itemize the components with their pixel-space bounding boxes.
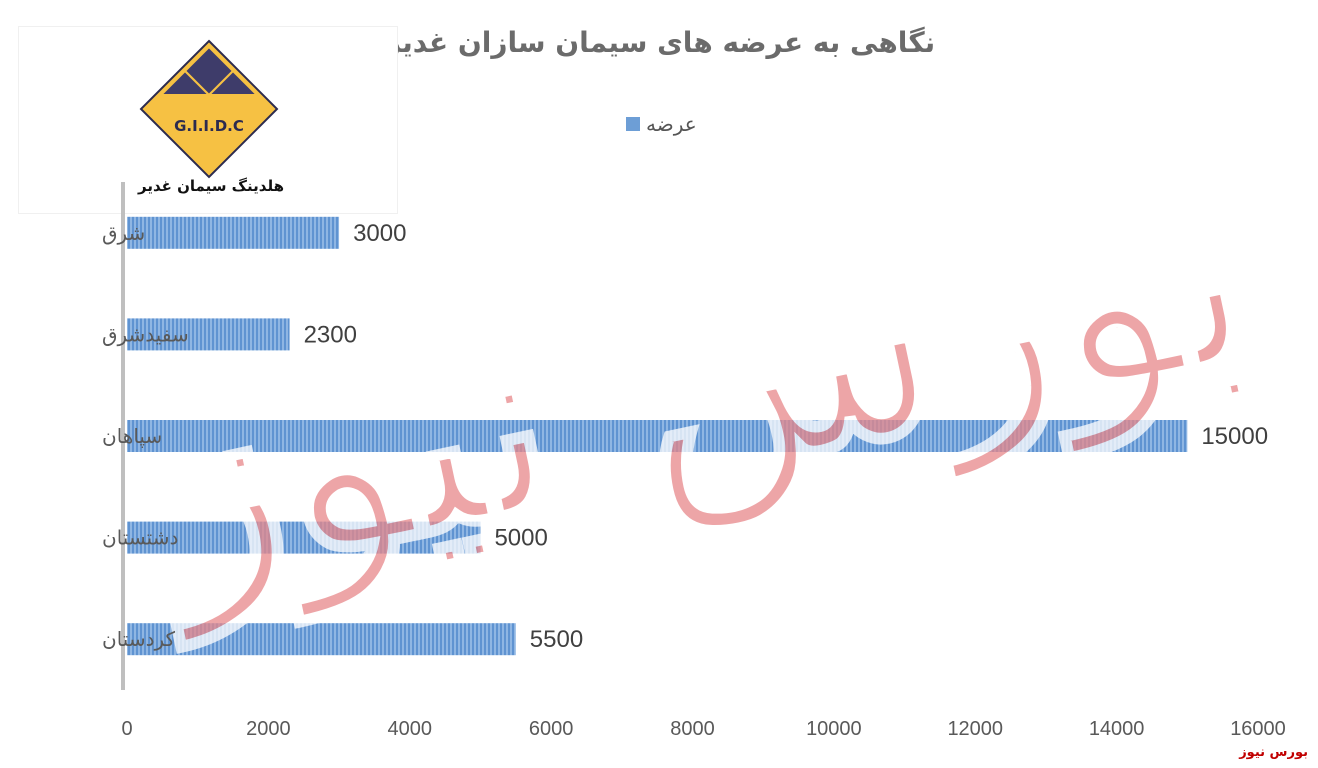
data-label: 5000: [494, 525, 547, 552]
x-tick-label: 6000: [529, 718, 574, 740]
data-label: 3000: [353, 220, 406, 247]
logo-emblem-text: G.I.I.D.C: [174, 117, 244, 135]
x-tick-label: 4000: [388, 718, 433, 740]
legend: عرضه: [626, 112, 697, 136]
category-label: سپاهان: [102, 424, 162, 449]
category-label: سفیدشرق: [102, 322, 189, 346]
x-tick-label: 10000: [806, 718, 862, 740]
watermark: بورس نیوز: [113, 123, 1276, 654]
bar-0: [127, 216, 340, 249]
category-label: کردستان: [102, 627, 176, 651]
x-tick-label: 14000: [1089, 718, 1145, 740]
source-note: بورس نیوز: [1239, 745, 1308, 760]
chart-title: نگاهی به عرضه های سیمان سازان غدیر: [384, 26, 936, 59]
logo: G.I.I.D.C هلدینگ سیمان غدیر: [18, 26, 398, 214]
legend-label: عرضه: [646, 112, 697, 136]
x-tick-label: 16000: [1230, 718, 1286, 740]
category-label: دشتستان: [102, 526, 178, 550]
legend-swatch: [626, 117, 640, 131]
data-label: 2300: [304, 321, 357, 348]
x-tick-label: 0: [121, 718, 132, 740]
data-label: 15000: [1201, 423, 1268, 450]
bar-3: [127, 521, 481, 554]
bar-1: [127, 318, 290, 351]
watermark-text: بورس نیوز: [115, 125, 1274, 652]
x-tick-label: 8000: [670, 718, 715, 740]
bar-4: [127, 623, 516, 656]
data-label: 5500: [530, 626, 583, 653]
x-tick-label: 2000: [246, 718, 291, 740]
x-tick-label: 12000: [947, 718, 1003, 740]
logo-emblem: G.I.I.D.C: [139, 39, 279, 179]
bar-2: [127, 420, 1188, 452]
logo-caption: هلدینگ سیمان غدیر: [138, 177, 284, 195]
category-label: شرق: [102, 221, 145, 245]
